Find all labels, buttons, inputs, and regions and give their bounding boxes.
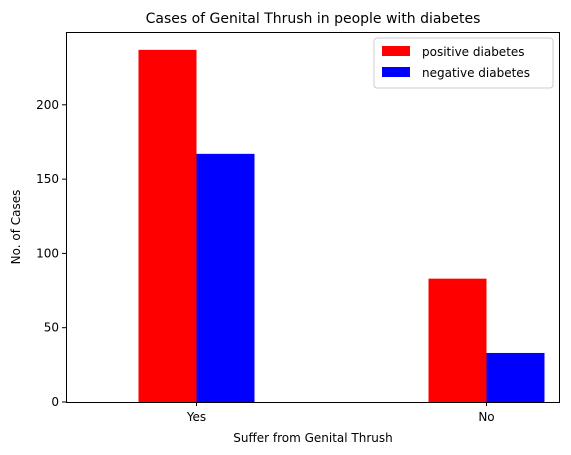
legend-swatch-negative: [382, 67, 410, 77]
legend-label-positive: positive diabetes: [422, 45, 525, 59]
bar-negative-yes: [196, 153, 255, 402]
axes-frame: [66, 32, 560, 403]
bar-negative-no: [486, 352, 545, 402]
legend: positive diabetes negative diabetes: [373, 37, 554, 89]
legend-box: [373, 37, 554, 89]
legend-swatch-positive: [382, 46, 410, 56]
chart-title: Cases of Genital Thrush in people with d…: [146, 11, 481, 27]
y-tick-label: 150: [36, 172, 59, 186]
x-tick-label-no: No: [478, 410, 494, 424]
bars-group: [138, 49, 545, 402]
y-axis-label: No. of Cases: [9, 190, 23, 265]
x-tick-label-yes: Yes: [186, 410, 206, 424]
ticks-group: 0 50 100 150 200 Yes No: [36, 98, 495, 424]
y-tick-label: 0: [51, 395, 59, 409]
bar-positive-no: [428, 278, 487, 402]
legend-label-negative: negative diabetes: [422, 66, 530, 80]
y-tick-label: 100: [36, 246, 59, 260]
bar-positive-yes: [138, 49, 197, 402]
y-tick-label: 50: [44, 321, 59, 335]
x-axis-label: Suffer from Genital Thrush: [233, 431, 393, 445]
y-tick-label: 200: [36, 98, 59, 112]
